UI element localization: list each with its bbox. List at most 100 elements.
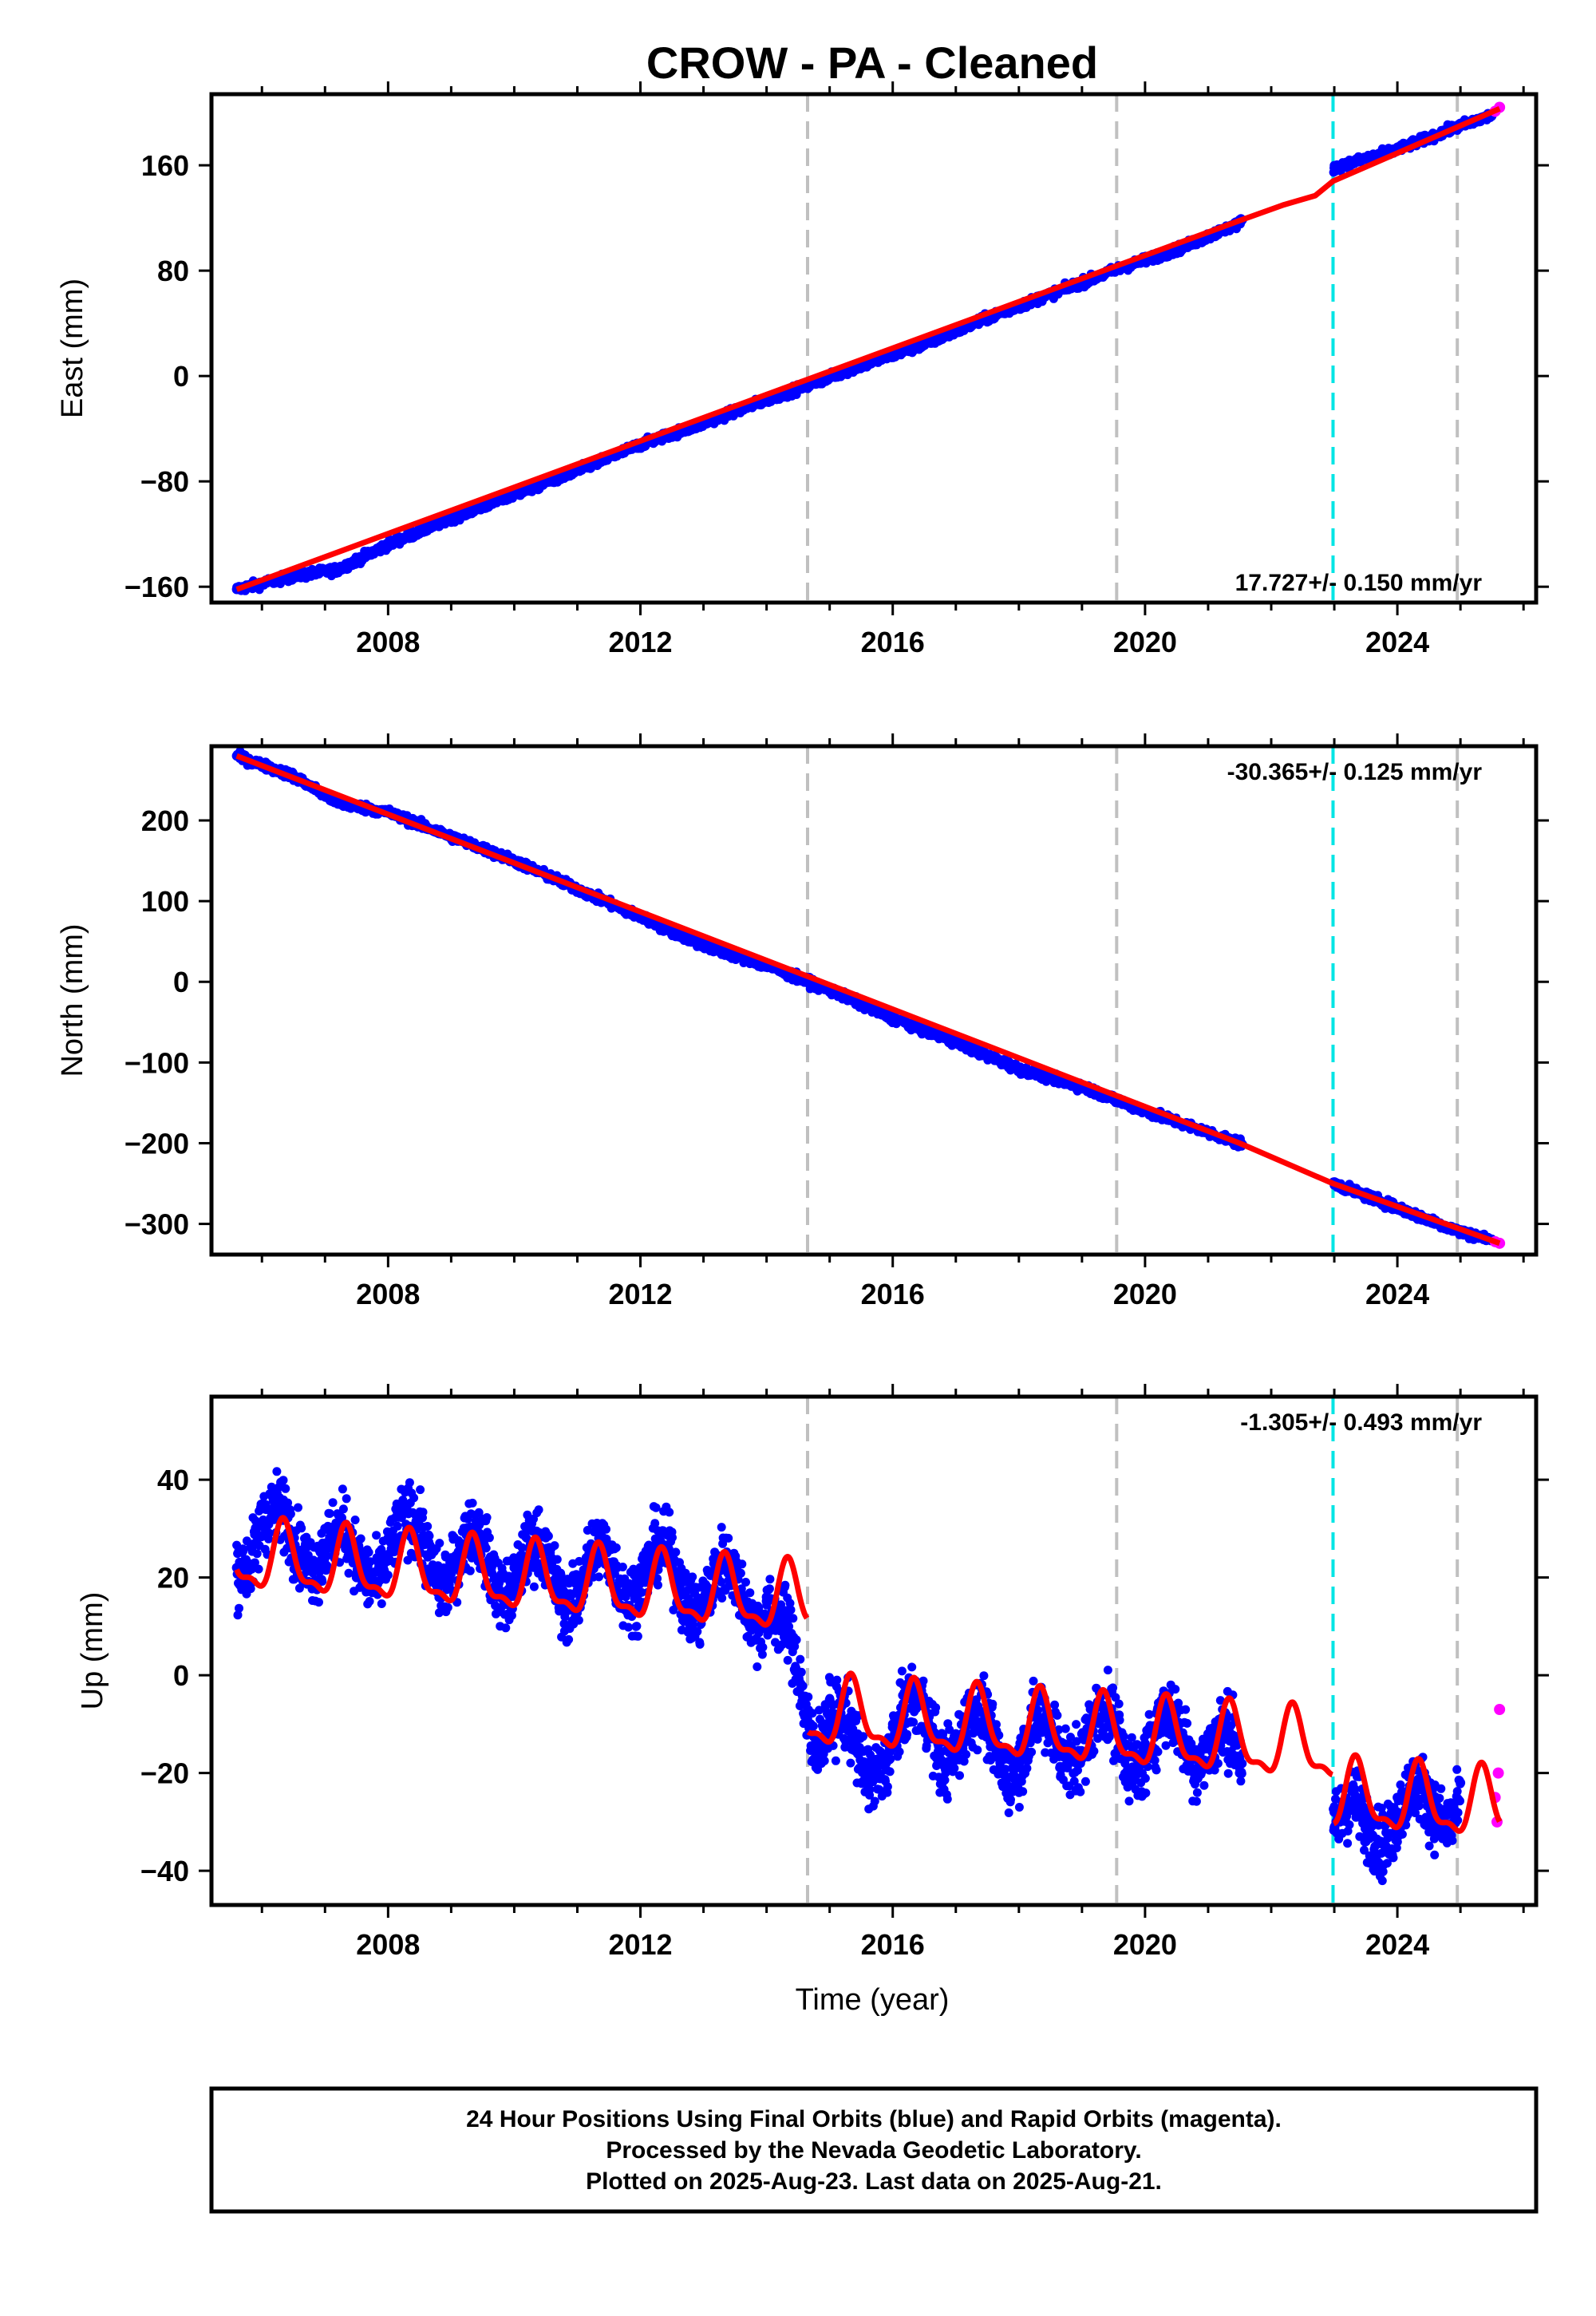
- x-tick-label: 2020: [1113, 626, 1177, 658]
- final-orbit-point: [338, 1504, 348, 1514]
- final-orbit-point: [297, 1524, 306, 1533]
- final-orbit-point: [887, 1013, 898, 1023]
- final-orbit-point: [482, 1513, 492, 1522]
- panel-north: 2008 2012 2016 2020 2024−300−200−1000100200N…: [56, 733, 1549, 1310]
- x-tick-label: 2016: [861, 626, 925, 658]
- final-orbit-point: [338, 1513, 346, 1523]
- y-tick-label: −80: [140, 465, 189, 498]
- panel-frame: [209, 744, 1539, 1257]
- final-orbit-point: [281, 1484, 290, 1493]
- final-orbit-point: [350, 1516, 360, 1524]
- final-orbit-point: [481, 1543, 491, 1553]
- final-orbit-point: [254, 1564, 263, 1574]
- final-orbit-point: [272, 1467, 282, 1476]
- final-orbit-point: [283, 1498, 293, 1508]
- final-orbit-point: [364, 1547, 373, 1557]
- final-orbit-point: [325, 1509, 334, 1518]
- final-orbit-point: [383, 1571, 393, 1580]
- final-orbit-point: [425, 1531, 434, 1541]
- final-orbit-point: [474, 1508, 484, 1517]
- final-orbit-point: [572, 465, 583, 476]
- final-orbit-point: [239, 1547, 248, 1556]
- final-orbit-point: [468, 1498, 477, 1508]
- final-orbit-point: [308, 1568, 318, 1578]
- y-tick-label: −160: [124, 571, 189, 603]
- model-fit-line: [235, 753, 1501, 1247]
- velocity-rate-label: 17.727+/- 0.150 mm/yr: [1235, 570, 1483, 596]
- final-orbit-point: [405, 1478, 414, 1488]
- final-orbit-point: [333, 797, 343, 808]
- final-orbit-point: [431, 1571, 440, 1581]
- y-tick-label: 100: [141, 885, 189, 918]
- final-orbit-point: [333, 564, 343, 575]
- final-orbit-point: [398, 1496, 408, 1504]
- x-tick-label: 2012: [608, 626, 672, 658]
- final-orbit-point: [288, 571, 298, 581]
- final-orbit-point: [233, 1611, 243, 1620]
- chart-title: CROW - PA - Cleaned: [646, 38, 1098, 88]
- y-tick-label: 0: [173, 360, 189, 393]
- final-orbit-point: [409, 1493, 419, 1503]
- y-tick-label: −300: [124, 1208, 189, 1241]
- final-orbit-point: [435, 1539, 444, 1548]
- x-tick-label: 2020: [1113, 1278, 1177, 1310]
- y-axis-label: North (mm): [56, 923, 89, 1077]
- final-orbit-point: [919, 339, 930, 350]
- final-orbit-point: [1329, 163, 1340, 173]
- final-orbit-point: [403, 1555, 413, 1565]
- x-tick-label: 2024: [1365, 1278, 1429, 1310]
- y-axis-label: East (mm): [56, 279, 89, 418]
- final-orbit-point: [446, 513, 456, 524]
- plot-area: [231, 94, 1506, 603]
- panel-frame: [209, 92, 1539, 605]
- final-orbit-point: [250, 1558, 259, 1567]
- y-tick-label: 200: [141, 804, 189, 837]
- model-fit-line: [235, 105, 1501, 592]
- final-orbit-point: [279, 1476, 288, 1485]
- final-orbit-point: [342, 1494, 351, 1504]
- final-orbit-point: [418, 1508, 428, 1517]
- final-orbit-point: [1013, 1064, 1024, 1074]
- final-orbit-point: [318, 1577, 327, 1586]
- final-orbit-point: [264, 1528, 274, 1538]
- x-tick-label: 2024: [1365, 626, 1429, 658]
- final-orbit-point: [372, 1531, 381, 1540]
- final-orbit-point: [356, 1534, 365, 1543]
- y-tick-label: −100: [124, 1046, 189, 1079]
- final-orbit-point: [484, 1533, 494, 1543]
- y-tick-label: −200: [124, 1127, 189, 1160]
- final-orbit-point: [328, 1498, 338, 1508]
- final-orbit-point: [365, 1597, 374, 1606]
- y-tick-label: 80: [157, 255, 189, 287]
- final-orbit-point: [423, 1522, 433, 1531]
- velocity-rate-label: -30.365+/- 0.125 mm/yr: [1227, 759, 1483, 785]
- final-orbit-point: [294, 1503, 302, 1512]
- final-orbit-point: [344, 1568, 354, 1578]
- final-orbit-point: [465, 1566, 475, 1575]
- final-orbit-point: [377, 1545, 386, 1554]
- x-tick-label: 2008: [356, 626, 420, 658]
- plot-area: [231, 1397, 1506, 1905]
- x-tick-label: 2012: [608, 1278, 672, 1310]
- final-orbit-point: [322, 1561, 332, 1571]
- final-orbit-point: [235, 1603, 243, 1613]
- x-tick-label: 2008: [356, 1278, 420, 1310]
- final-orbit-point: [383, 539, 393, 550]
- final-orbit-point: [338, 1484, 347, 1494]
- final-orbit-point: [252, 1549, 262, 1559]
- final-orbit-point: [416, 1485, 425, 1495]
- final-orbit-point: [322, 1551, 331, 1561]
- y-tick-label: 0: [173, 966, 189, 998]
- plot-area: [231, 746, 1506, 1255]
- final-orbit-point: [509, 489, 519, 500]
- final-orbit-point: [365, 1557, 375, 1567]
- final-orbit-point: [950, 1037, 961, 1048]
- final-orbit-point: [698, 940, 709, 951]
- final-orbit-point: [393, 1521, 402, 1531]
- final-orbit-point: [377, 1599, 386, 1608]
- final-orbit-point: [314, 1598, 323, 1607]
